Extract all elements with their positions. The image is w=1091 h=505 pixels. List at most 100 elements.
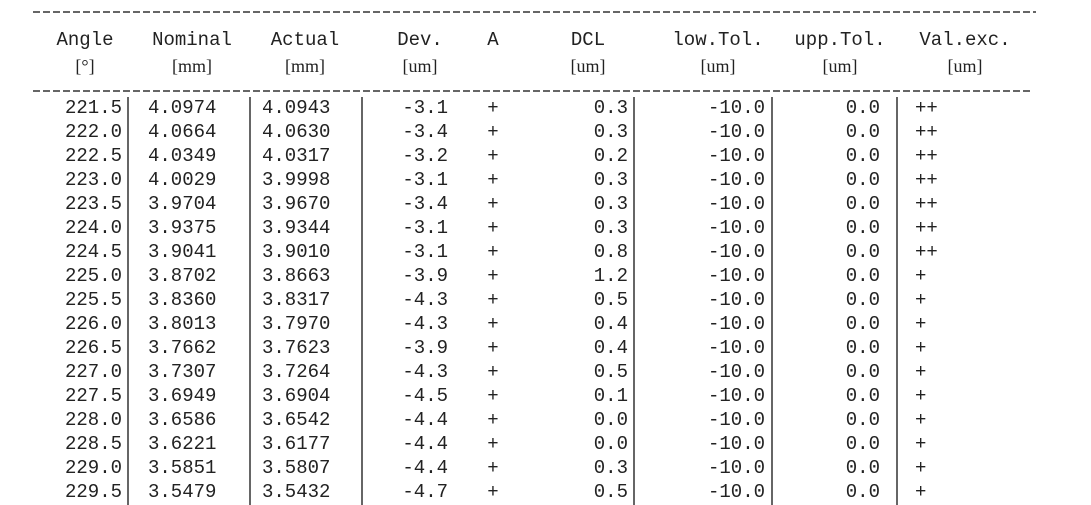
cell: 3.9670 [262,193,330,215]
cell: ++ [915,217,938,239]
cell: 227.0 [65,361,122,383]
cell: -10.0 [708,337,765,359]
cell: + [915,361,926,383]
cell: 3.5432 [262,481,330,503]
cell: -10.0 [708,169,765,191]
cell: 224.0 [65,217,122,239]
cell: 0.0 [846,217,880,239]
cell: 0.0 [594,409,628,431]
cell: 4.0664 [148,121,216,143]
cell: 3.9344 [262,217,330,239]
cell: -4.4 [402,409,448,431]
cell: -3.9 [402,265,448,287]
cell: -4.4 [402,433,448,455]
cell: 4.0974 [148,97,216,119]
cell: -10.0 [708,97,765,119]
cell: -3.1 [402,217,448,239]
cell: 3.5479 [148,481,216,503]
cell: 0.3 [594,97,628,119]
cell: 3.7662 [148,337,216,359]
cell: 0.0 [846,145,880,167]
cell: -10.0 [708,313,765,335]
cell: -4.7 [402,481,448,503]
cell: + [915,289,926,311]
cell: -10.0 [708,361,765,383]
cell: -10.0 [708,481,765,503]
cell: + [915,385,926,407]
cell: 222.5 [65,145,122,167]
cell: + [915,457,926,479]
cell: 229.0 [65,457,122,479]
column-unit: [mm] [285,56,325,76]
cell: 3.7307 [148,361,216,383]
cell: 0.0 [846,337,880,359]
column-name: Angle [56,29,113,51]
cell: ++ [915,121,938,143]
column-unit: [°] [75,56,94,76]
column-name: low.Tol. [672,29,763,51]
cell: 227.5 [65,385,122,407]
cell: + [487,361,498,383]
cell: + [487,145,498,167]
cell: 223.0 [65,169,122,191]
cell: ++ [915,145,938,167]
cell: -10.0 [708,217,765,239]
cell: -4.4 [402,457,448,479]
cell: 0.0 [846,313,880,335]
cell: + [915,433,926,455]
cell: 3.7970 [262,313,330,335]
cell: ++ [915,97,938,119]
cell: -3.1 [402,241,448,263]
cell: + [487,385,498,407]
cell: 3.7623 [262,337,330,359]
cell: 0.1 [594,385,628,407]
cell: + [487,409,498,431]
cell: 0.4 [594,313,628,335]
cell: -4.3 [402,289,448,311]
cell: 3.6949 [148,385,216,407]
cell: 4.0349 [148,145,216,167]
cell: 0.0 [846,361,880,383]
column-name: DCL [571,29,605,51]
cell: 3.9375 [148,217,216,239]
cell: ++ [915,193,938,215]
cell: 228.5 [65,433,122,455]
cell: -3.4 [402,193,448,215]
cell: 0.0 [846,457,880,479]
cell: 224.5 [65,241,122,263]
cell: 0.0 [594,433,628,455]
cell: + [487,481,498,503]
cell: 0.0 [846,121,880,143]
cell: -10.0 [708,121,765,143]
cell: 0.0 [846,169,880,191]
cell: -10.0 [708,385,765,407]
cell: 0.0 [846,241,880,263]
cell: 226.0 [65,313,122,335]
cell: -10.0 [708,145,765,167]
cell: + [487,241,498,263]
cell: + [487,289,498,311]
cell: 0.0 [846,97,880,119]
cell: 3.7264 [262,361,330,383]
cell: 3.8702 [148,265,216,287]
cell: -10.0 [708,265,765,287]
cell: -4.3 [402,313,448,335]
column-name: Val.exc. [919,29,1010,51]
column-unit: [mm] [172,56,212,76]
column-name: Actual [271,29,339,51]
cell: 0.0 [846,433,880,455]
cell: 225.0 [65,265,122,287]
column-unit: [um] [403,56,438,76]
cell: 3.8360 [148,289,216,311]
cell: + [487,457,498,479]
cell: 0.0 [846,289,880,311]
column-unit: [um] [701,56,736,76]
cell: + [487,121,498,143]
cell: 3.5851 [148,457,216,479]
cell: + [487,97,498,119]
cell: 3.6221 [148,433,216,455]
cell: 4.0317 [262,145,330,167]
cell: 0.4 [594,337,628,359]
cell: 0.5 [594,289,628,311]
